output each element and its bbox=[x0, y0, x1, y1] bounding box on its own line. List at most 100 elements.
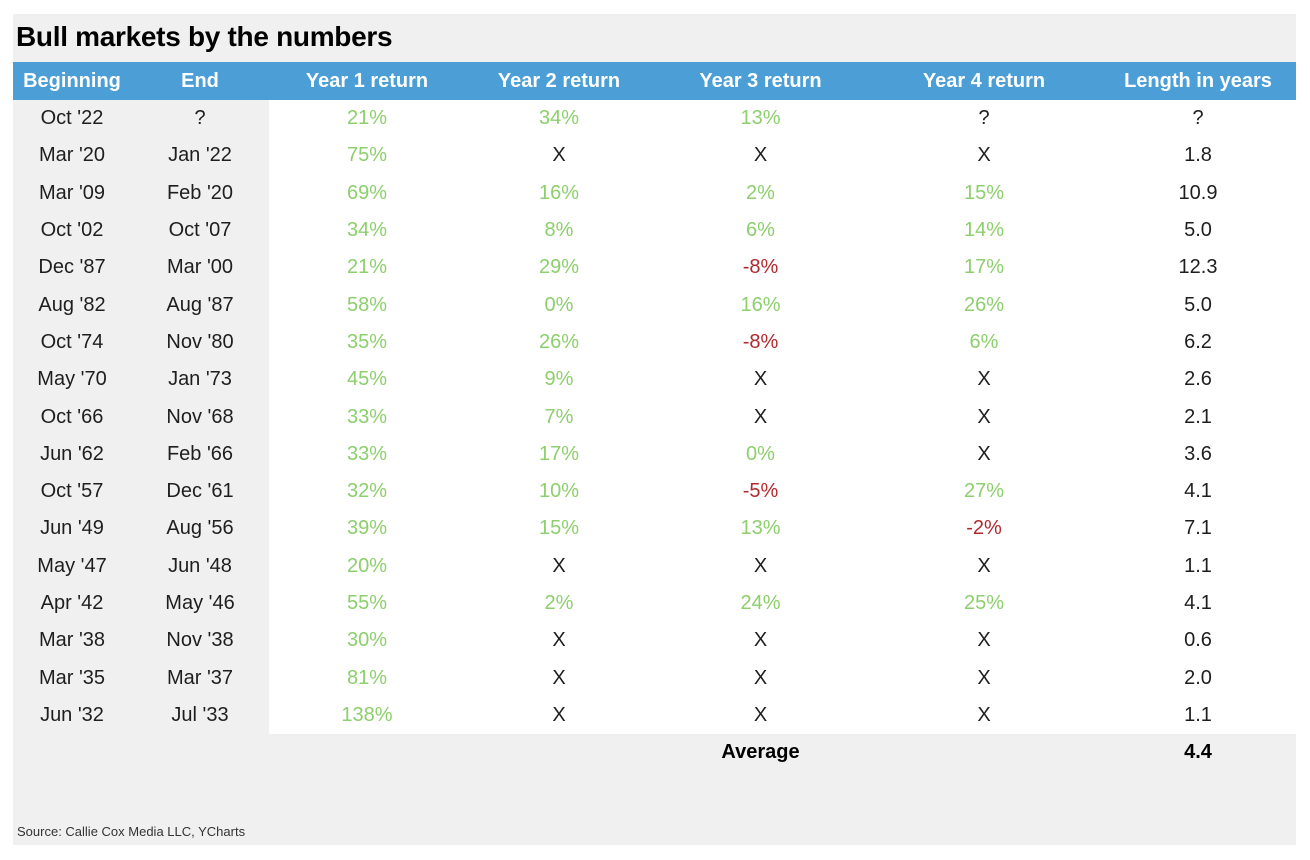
table-row: Oct '57 Dec '61 32% 10% -5% 27% 4.1 bbox=[13, 472, 1296, 511]
cell-year1-return: 45% bbox=[269, 361, 465, 399]
cell-year3-return: -5% bbox=[653, 472, 868, 511]
table-body: Oct '22? 21% 34% 13%?? Mar '20 Jan '22 75% X X X 1… bbox=[13, 100, 1296, 735]
cell-beginning: Mar '35 bbox=[38, 666, 106, 689]
average-spacer bbox=[269, 734, 465, 771]
cell-length-in-years: 5.0 bbox=[1100, 211, 1296, 250]
cell-year1-return: 69% bbox=[269, 174, 465, 212]
cell-year2-return: 34% bbox=[465, 100, 653, 138]
cell-year4-return: 15% bbox=[868, 174, 1100, 212]
cell-length-in-years: 1.1 bbox=[1100, 696, 1296, 735]
cell-year4-return: X bbox=[868, 622, 1100, 660]
average-row: Average 4.4 bbox=[13, 734, 1296, 771]
cell-year3-return: 0% bbox=[653, 435, 868, 473]
cell-beginning: Oct '66 bbox=[40, 405, 104, 428]
average-spacer bbox=[465, 734, 653, 771]
cell-year3-return: 13% bbox=[653, 100, 868, 138]
cell-year1-return: 75% bbox=[269, 137, 465, 175]
cell-length-in-years: 5.0 bbox=[1100, 286, 1296, 324]
col-header-year3-return: Year 3 return bbox=[653, 62, 868, 100]
cell-year1-return: 20% bbox=[269, 547, 465, 585]
cell-length-in-years: 6.2 bbox=[1100, 323, 1296, 362]
cell-year2-return: X bbox=[465, 659, 653, 697]
source-note: Source: Callie Cox Media LLC, YCharts bbox=[17, 824, 246, 839]
average-spacer bbox=[868, 734, 1100, 771]
cell-beginning: Oct '74 bbox=[40, 330, 104, 353]
cell-beginning: Oct '57 bbox=[40, 480, 104, 503]
table-footer: Average 4.4 bbox=[13, 734, 1296, 771]
cell-year4-return: 27% bbox=[868, 472, 1100, 511]
cell-end: Feb '66 bbox=[166, 442, 234, 465]
cell-end: Dec '61 bbox=[166, 480, 234, 503]
table-row: Jun '62 Feb '66 33% 17% 0% X 3.6 bbox=[13, 435, 1296, 473]
table-header: Beginning End Year 1 return Year 2 retur… bbox=[13, 62, 1296, 100]
cell-year1-return: 30% bbox=[269, 622, 465, 660]
table-row: Oct '02 Oct '07 34% 8% 6% 14% 5.0 bbox=[13, 211, 1296, 250]
cell-year1-return: 138% bbox=[269, 696, 465, 735]
cell-year2-return: X bbox=[465, 547, 653, 585]
cell-year4-return: -2% bbox=[868, 510, 1100, 548]
cell-length-in-years: 2.1 bbox=[1100, 398, 1296, 436]
table-row: Mar '09 Feb '20 69% 16% 2% 15% 10.9 bbox=[13, 174, 1296, 212]
cell-length-in-years: 12.3 bbox=[1100, 249, 1296, 287]
cell-year4-return: X bbox=[868, 659, 1100, 697]
cell-year2-return: X bbox=[465, 696, 653, 735]
cell-year3-return: X bbox=[653, 137, 868, 175]
table-row: Jun '49 Aug '56 39% 15% 13% -2% 7.1 bbox=[13, 510, 1296, 548]
cell-beginning: Dec '87 bbox=[38, 256, 106, 279]
cell-end: May '46 bbox=[165, 592, 235, 614]
cell-beginning: Jun '62 bbox=[40, 442, 104, 465]
cell-year1-return: 35% bbox=[269, 323, 465, 362]
cell-length-in-years: 2.0 bbox=[1100, 659, 1296, 697]
cell-year2-return: 0% bbox=[465, 286, 653, 324]
cell-beginning: Jun '49 bbox=[40, 517, 104, 540]
cell-year4-return: X bbox=[868, 696, 1100, 735]
cell-length-in-years: 7.1 bbox=[1100, 510, 1296, 548]
table-row: Oct '74 Nov '80 35% 26% -8% 6% 6.2 bbox=[13, 323, 1296, 362]
cell-length-in-years: 10.9 bbox=[1100, 174, 1296, 212]
cell-year4-return: 25% bbox=[868, 584, 1100, 623]
cell-length-in-years: 1.8 bbox=[1100, 137, 1296, 175]
table-row: Mar '38 Nov '38 30% X X X 0.6 bbox=[13, 622, 1296, 660]
cell-year3-return: 13% bbox=[653, 510, 868, 548]
cell-year1-return: 55% bbox=[269, 584, 465, 623]
cell-year1-return: 32% bbox=[269, 472, 465, 511]
cell-length-in-years: ? bbox=[1100, 100, 1296, 138]
infographic-panel: Bull markets by the numbers Beginning En… bbox=[13, 14, 1296, 845]
cell-year3-return: X bbox=[653, 622, 868, 660]
table-row: Aug '82 Aug '87 58% 0% 16% 26% 5.0 bbox=[13, 286, 1296, 324]
bull-markets-table: Beginning End Year 1 return Year 2 retur… bbox=[13, 62, 1296, 771]
average-label: Average bbox=[721, 741, 800, 764]
cell-end: Jan '73 bbox=[168, 368, 232, 391]
cell-year4-return: X bbox=[868, 398, 1100, 436]
cell-beginning: Oct '02 bbox=[40, 219, 104, 242]
cell-year3-return: X bbox=[653, 547, 868, 585]
cell-year3-return: X bbox=[653, 659, 868, 697]
cell-beginning: Mar '09 bbox=[38, 181, 106, 204]
cell-end: Mar '37 bbox=[166, 666, 234, 689]
average-spacer bbox=[13, 734, 131, 771]
col-header-year2-return: Year 2 return bbox=[465, 62, 653, 100]
cell-end: Feb '20 bbox=[166, 181, 234, 204]
cell-end: Aug '56 bbox=[166, 517, 234, 540]
cell-end: Jul '33 bbox=[171, 703, 229, 726]
cell-beginning: Aug '82 bbox=[38, 293, 106, 316]
table-row: Dec '87 Mar '00 21% 29% -8% 17% 12.3 bbox=[13, 249, 1296, 287]
cell-year1-return: 21% bbox=[269, 249, 465, 287]
cell-beginning: May '47 bbox=[37, 554, 107, 577]
cell-beginning: Apr '42 bbox=[40, 592, 104, 614]
cell-year1-return: 33% bbox=[269, 398, 465, 436]
cell-beginning: Mar '38 bbox=[38, 629, 106, 652]
col-header-year1-return: Year 1 return bbox=[269, 62, 465, 100]
cell-year4-return: X bbox=[868, 435, 1100, 473]
cell-end: ? bbox=[194, 107, 206, 130]
col-header-beginning: Beginning bbox=[13, 62, 131, 100]
cell-year3-return: X bbox=[653, 398, 868, 436]
cell-year2-return: 17% bbox=[465, 435, 653, 473]
cell-year4-return: X bbox=[868, 547, 1100, 585]
table-row: Jun '32 Jul '33 138% X X X 1.1 bbox=[13, 696, 1296, 735]
table-row: Apr '42 May '46 55% 2% 24% 25% 4.1 bbox=[13, 584, 1296, 623]
col-header-length-in-years: Length in years bbox=[1100, 62, 1296, 100]
cell-year2-return: 7% bbox=[465, 398, 653, 436]
cell-end: Oct '07 bbox=[168, 219, 232, 242]
table-row: May '47 Jun '48 20% X X X 1.1 bbox=[13, 547, 1296, 585]
